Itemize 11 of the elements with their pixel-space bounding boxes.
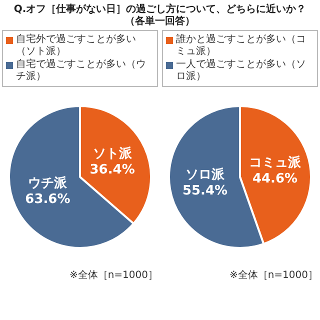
data-label: ソト派 36.4% xyxy=(90,146,135,178)
text: ※全体［n=1000］ xyxy=(228,269,318,282)
text: ※全体［n=1000］ xyxy=(68,269,158,282)
legend-label: 一人で過ごすことが多い（ソロ派） xyxy=(176,59,307,83)
legend-label: 誰かと過ごすことが多い（コミュ派） xyxy=(176,34,307,58)
data-label: ソロ派 55.4% xyxy=(182,166,228,198)
data-label: ウチ派 63.6% xyxy=(25,175,70,208)
chart-title: Q.オフ［仕事がない日］の過ごし方について、どちらに近いか？（各単一回答） xyxy=(12,2,308,29)
legend-label: 自宅で過ごすことが多い（ウチ派） xyxy=(16,59,147,83)
legend-label: 自宅外で過ごすことが多い（ソト派） xyxy=(16,34,137,58)
data-label: コミュ派 44.6% xyxy=(248,154,302,186)
